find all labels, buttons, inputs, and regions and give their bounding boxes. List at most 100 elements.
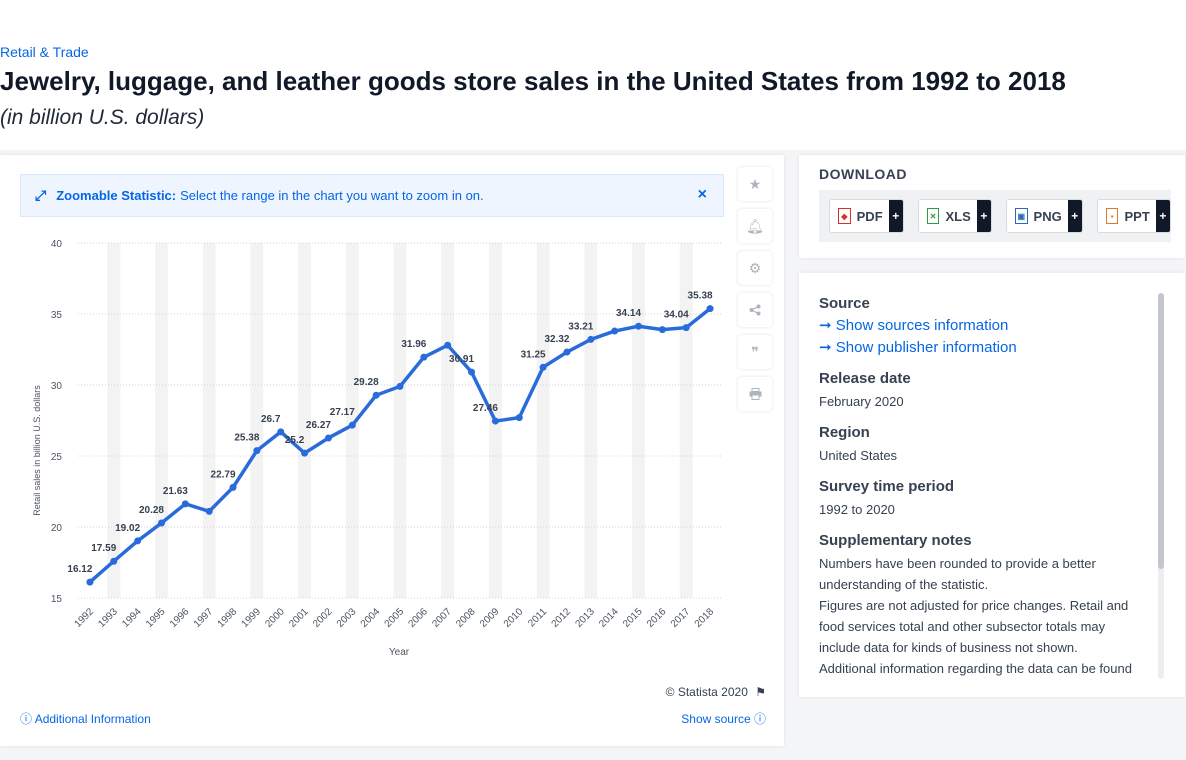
data-label: 31.25 — [521, 349, 546, 360]
info-icon: ⓘ — [753, 712, 766, 726]
statistic-info-card: Source ➞ Show sources information ➞ Show… — [799, 273, 1185, 697]
release-date-value: February 2020 — [819, 394, 904, 409]
show-sources-link[interactable]: ➞ Show sources information — [819, 316, 1139, 334]
data-label: 25.2 — [285, 435, 305, 446]
arrow-right-icon: ➞ — [819, 317, 832, 334]
data-point — [635, 322, 643, 330]
x-tick-label: 2005 — [383, 606, 407, 630]
download-pdf-button[interactable]: ◆ PDF + — [829, 199, 904, 233]
data-point — [468, 368, 476, 376]
data-label: 27.17 — [330, 407, 355, 418]
data-point — [301, 449, 309, 457]
download-title: DOWNLOAD — [819, 166, 907, 182]
zoom-banner: ⤢ Zoomable Statistic: Select the range i… — [20, 174, 724, 217]
show-sources-label: Show sources information — [835, 317, 1009, 334]
data-label: 34.14 — [616, 308, 641, 319]
download-buttons: ◆ PDF + ✕ XLS + ▣ PNG + ▪ PPT + — [819, 190, 1171, 242]
data-point — [348, 421, 356, 429]
plus-icon[interactable]: + — [1067, 200, 1082, 232]
y-tick-label: 20 — [51, 523, 63, 534]
quote-icon[interactable]: ❞ — [738, 335, 772, 369]
print-icon[interactable] — [738, 377, 772, 411]
copyright: © Statista 2020 ⚑ — [666, 685, 766, 699]
info-scrollbar[interactable] — [1158, 293, 1164, 679]
gear-icon[interactable]: ⚙ — [738, 251, 772, 285]
y-axis-label: Retail sales in billion U.S. dollars — [32, 385, 42, 516]
x-tick-label: 2013 — [573, 606, 597, 630]
x-tick-label: 2017 — [669, 606, 693, 630]
x-tick-label: 1995 — [144, 606, 168, 630]
column-band — [298, 243, 312, 598]
x-tick-label: 2016 — [645, 606, 669, 630]
data-label: 29.28 — [354, 377, 379, 388]
plus-icon[interactable]: + — [888, 200, 903, 232]
breadcrumb[interactable]: Retail & Trade — [0, 44, 89, 60]
y-tick-label: 40 — [51, 239, 63, 250]
data-label: 19.02 — [115, 523, 140, 534]
download-card: DOWNLOAD ◆ PDF + ✕ XLS + ▣ PNG + ▪ PPT + — [799, 155, 1185, 258]
data-label: 31.96 — [401, 339, 426, 350]
share-icon[interactable] — [738, 293, 772, 327]
close-icon[interactable]: × — [697, 186, 707, 203]
data-point — [181, 500, 189, 508]
column-band — [441, 243, 455, 598]
chart-tools: ★ 🔔︎ ⚙ ❞ — [738, 167, 772, 419]
show-publisher-link[interactable]: ➞ Show publisher information — [819, 338, 1139, 356]
data-label: 33.21 — [568, 321, 593, 332]
chart-card: ⤢ Zoomable Statistic: Select the range i… — [0, 155, 784, 746]
data-point — [444, 341, 452, 349]
data-label: 17.59 — [91, 543, 116, 554]
x-tick-label: 1997 — [192, 606, 216, 630]
data-point — [229, 483, 237, 491]
data-point — [110, 557, 118, 565]
x-tick-label: 2008 — [454, 606, 478, 630]
download-pdf-label: PDF — [856, 208, 883, 224]
scrollbar-thumb[interactable] — [1158, 293, 1164, 569]
data-point — [372, 391, 380, 399]
y-tick-label: 15 — [51, 594, 63, 605]
data-point — [491, 417, 499, 425]
release-date-heading: Release date — [819, 370, 911, 387]
data-point — [587, 335, 595, 343]
flag-icon[interactable]: ⚑ — [755, 685, 766, 699]
data-point — [682, 324, 690, 332]
column-band — [202, 243, 216, 598]
supplementary-note: Numbers have been rounded to provide a b… — [819, 556, 1096, 592]
region-heading: Region — [819, 424, 870, 441]
show-source-label: Show source — [681, 712, 751, 726]
x-tick-label: 2012 — [550, 606, 574, 630]
bell-icon[interactable]: 🔔︎ — [738, 209, 772, 243]
download-xls-button[interactable]: ✕ XLS + — [917, 199, 992, 233]
data-point — [539, 363, 547, 371]
download-ppt-label: PPT — [1124, 208, 1150, 224]
x-tick-label: 1996 — [168, 606, 192, 630]
column-band — [584, 243, 598, 598]
column-band — [107, 243, 121, 598]
download-png-button[interactable]: ▣ PNG + — [1005, 199, 1083, 233]
data-point — [205, 507, 213, 515]
source-heading: Source — [819, 295, 870, 312]
y-tick-label: 35 — [51, 310, 63, 321]
data-point — [277, 428, 285, 436]
png-file-icon: ▣ — [1014, 208, 1028, 224]
arrow-right-icon: ➞ — [819, 339, 832, 356]
show-source-link[interactable]: Show source ⓘ — [681, 710, 766, 727]
additional-information-link[interactable]: ⓘ Additional Information — [20, 710, 151, 727]
plus-icon[interactable]: + — [976, 200, 991, 232]
x-tick-label: 2009 — [478, 606, 502, 630]
y-tick-label: 30 — [51, 381, 63, 392]
line-chart[interactable]: 15 20 25 30 35 40 Retail sales in billion U.S.… — [0, 225, 730, 665]
page-subtitle: (in billion U.S. dollars) — [0, 106, 205, 129]
data-point — [420, 353, 428, 361]
data-label: 26.7 — [261, 414, 281, 425]
download-ppt-button[interactable]: ▪ PPT + — [1096, 199, 1171, 233]
x-tick-label: 2006 — [406, 606, 430, 630]
data-point — [324, 434, 332, 442]
star-icon[interactable]: ★ — [738, 167, 772, 201]
plus-icon[interactable]: + — [1155, 200, 1170, 232]
column-band — [632, 243, 645, 598]
x-tick-label: 2011 — [526, 606, 549, 629]
data-label: 22.79 — [211, 469, 236, 480]
x-tick-label: 1994 — [120, 606, 144, 630]
x-tick-label: 2014 — [597, 606, 621, 630]
